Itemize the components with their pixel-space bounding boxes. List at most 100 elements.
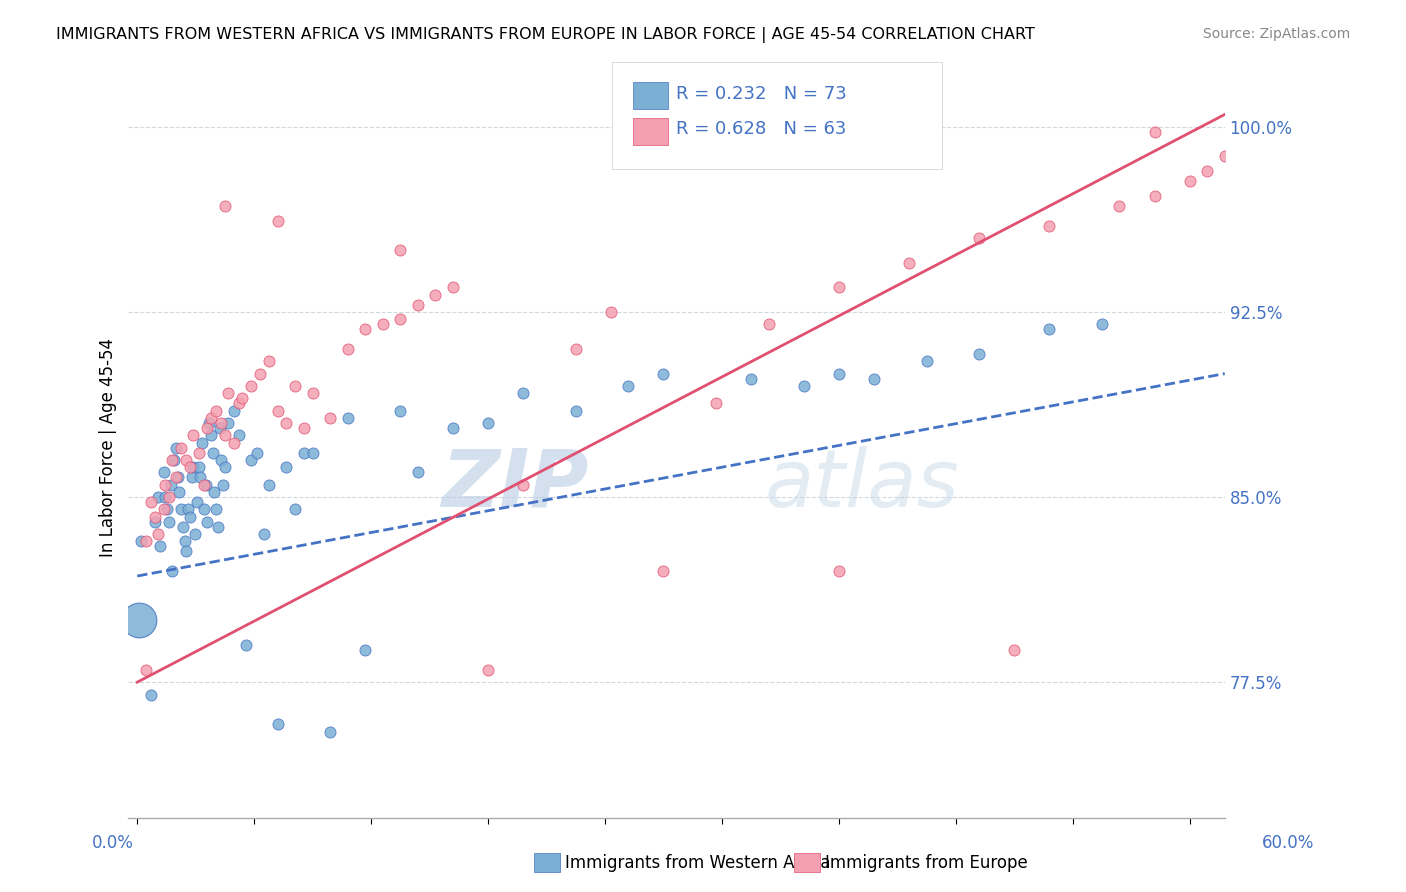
Point [156, 502, 179, 516]
Point [193, 477, 215, 491]
Point [207, 519, 229, 533]
Point [266, 213, 288, 227]
Point [228, 428, 250, 442]
Point [162, 564, 184, 578]
Point [276, 460, 298, 475]
Point [194, 477, 217, 491]
Point [222, 435, 245, 450]
Point [740, 371, 762, 385]
Point [173, 534, 195, 549]
Point [967, 231, 990, 245]
Point [1178, 174, 1201, 188]
Point [198, 416, 221, 430]
Point [389, 312, 412, 326]
Point [371, 318, 394, 332]
Point [1143, 189, 1166, 203]
Point [159, 477, 181, 491]
Point [898, 255, 921, 269]
Point [135, 663, 157, 677]
Point [828, 280, 851, 294]
Point [157, 515, 180, 529]
Text: Immigrants from Europe: Immigrants from Europe [825, 854, 1028, 871]
Point [564, 403, 586, 417]
Point [257, 477, 280, 491]
Point [135, 534, 157, 549]
Point [228, 396, 250, 410]
Point [183, 460, 205, 475]
Point [169, 485, 191, 500]
Point [205, 502, 228, 516]
Point [1038, 219, 1060, 233]
Point [240, 453, 263, 467]
Point [148, 527, 170, 541]
Point [512, 477, 534, 491]
Text: ZIP: ZIP [441, 446, 589, 524]
Point [425, 287, 447, 301]
Point [187, 445, 209, 459]
Point [214, 428, 236, 442]
Point [652, 564, 675, 578]
Point [564, 342, 586, 356]
Point [512, 386, 534, 401]
Point [157, 490, 180, 504]
Point [170, 502, 193, 516]
Text: R = 0.628   N = 63: R = 0.628 N = 63 [676, 120, 846, 138]
Point [149, 540, 172, 554]
Point [187, 460, 209, 475]
Point [1143, 125, 1166, 139]
Point [163, 453, 186, 467]
Point [257, 354, 280, 368]
Text: R = 0.232   N = 73: R = 0.232 N = 73 [676, 85, 846, 103]
Point [441, 421, 464, 435]
Point [209, 416, 232, 430]
Text: 0.0%: 0.0% [91, 834, 134, 852]
Point [266, 403, 288, 417]
Point [165, 470, 187, 484]
Point [1002, 643, 1025, 657]
Point [186, 495, 208, 509]
Point [148, 490, 170, 504]
Point [152, 466, 174, 480]
Point [143, 509, 166, 524]
Point [389, 403, 412, 417]
Point [214, 199, 236, 213]
Point [217, 416, 239, 430]
Point [170, 441, 193, 455]
Point [172, 519, 194, 533]
Point [141, 495, 163, 509]
Point [190, 470, 212, 484]
Point [176, 544, 198, 558]
Point [336, 411, 359, 425]
Point [214, 460, 236, 475]
Point [389, 244, 412, 258]
Point [276, 416, 298, 430]
Point [599, 305, 621, 319]
Point [235, 638, 257, 652]
Point [212, 477, 235, 491]
Text: Immigrants from Western Africa: Immigrants from Western Africa [565, 854, 831, 871]
Point [477, 416, 499, 430]
Text: Source: ZipAtlas.com: Source: ZipAtlas.com [1202, 27, 1350, 41]
Point [143, 515, 166, 529]
Text: atlas: atlas [765, 446, 959, 524]
Y-axis label: In Labor Force | Age 45-54: In Labor Force | Age 45-54 [100, 338, 117, 558]
Point [201, 445, 224, 459]
Point [152, 502, 174, 516]
Point [179, 460, 201, 475]
Point [477, 663, 499, 677]
Point [177, 502, 200, 516]
Point [301, 386, 323, 401]
Text: 60.0%: 60.0% [1263, 834, 1315, 852]
Point [208, 421, 231, 435]
Point [155, 490, 177, 504]
Point [222, 403, 245, 417]
Point [129, 534, 152, 549]
Point [319, 724, 342, 739]
Point [1197, 164, 1219, 178]
Point [828, 564, 851, 578]
Point [617, 379, 640, 393]
Point [245, 445, 267, 459]
Point [180, 470, 202, 484]
Point [200, 411, 222, 425]
Point [205, 403, 228, 417]
